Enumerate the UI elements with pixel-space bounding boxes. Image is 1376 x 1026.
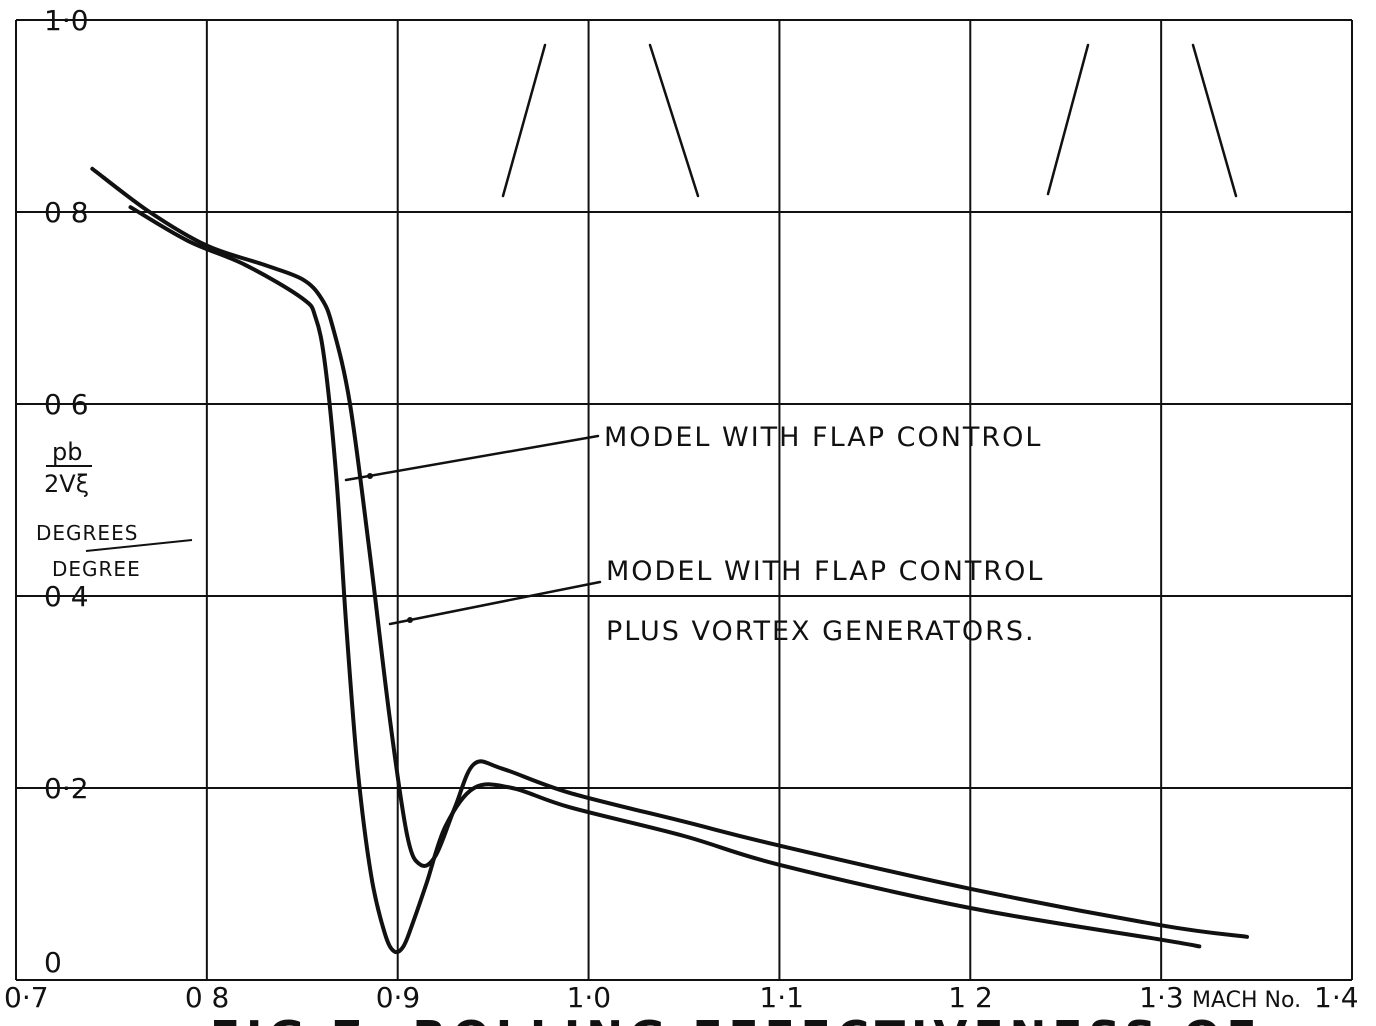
annotation-leader-1 (344, 434, 600, 482)
annotation-leader-2 (388, 580, 602, 626)
y-label-denominator: 2Vξ (44, 470, 89, 498)
x-tick-label: 0·9 (376, 981, 421, 1014)
x-tick-label: 0 8 (185, 981, 230, 1014)
series-vortex-generators-line (90, 166, 1249, 939)
y-unit-denominator: DEGREE (52, 557, 141, 581)
annotation-leader-1-tick (367, 473, 373, 479)
annotation-flap-control: MODEL WITH FLAP CONTROL (604, 422, 1042, 453)
sketch-stroke (1191, 43, 1238, 198)
wing-planform-sketch (501, 43, 1238, 198)
y-tick-label: 0 8 (44, 196, 89, 229)
annotation-vortex-line-1: MODEL WITH FLAP CONTROL (606, 556, 1044, 587)
x-tick-label: 1·1 (759, 981, 804, 1014)
series-flap-control-line (128, 205, 1202, 955)
sketch-stroke (501, 43, 547, 198)
annotations: MODEL WITH FLAP CONTROL MODEL WITH FLAP … (344, 422, 1044, 647)
figure-caption: FIG 7. ROLLING EFFECTIVENESS OF (210, 1012, 1263, 1026)
y-tick-labels: 0 0·2 0 4 0 6 0 8 1·0 (44, 4, 89, 979)
x-tick-label: 1 2 (948, 981, 993, 1014)
y-axis-label: pb 2Vξ DEGREES DEGREE (36, 438, 193, 581)
y-tick-label: 0·2 (44, 772, 89, 805)
y-label-numerator: pb (52, 438, 82, 466)
x-axis-label: MACH No. (1192, 988, 1301, 1013)
x-tick-label: 0·7 (4, 981, 49, 1014)
sketch-stroke (1046, 43, 1090, 196)
y-tick-label: 1·0 (44, 4, 89, 37)
series-layer (90, 166, 1249, 955)
annotation-vortex-line-2: PLUS VORTEX GENERATORS. (606, 616, 1036, 647)
x-tick-label: 1·4 (1314, 981, 1359, 1014)
x-tick-label: 1·3 (1139, 981, 1184, 1014)
sketch-stroke (648, 43, 700, 198)
grid-lines (15, 19, 1353, 981)
y-tick-label: 0 4 (44, 580, 89, 613)
x-tick-labels: 0·7 0 8 0·9 1·0 1·1 1 2 1·3 1·4 (4, 981, 1359, 1014)
x-tick-label: 1·0 (567, 981, 612, 1014)
y-unit-fraction-bar (85, 539, 193, 552)
y-tick-label: 0 (44, 946, 62, 979)
y-tick-label: 0 6 (44, 388, 89, 421)
annotation-leader-2-tick (407, 617, 413, 623)
y-unit-numerator: DEGREES (36, 521, 138, 545)
